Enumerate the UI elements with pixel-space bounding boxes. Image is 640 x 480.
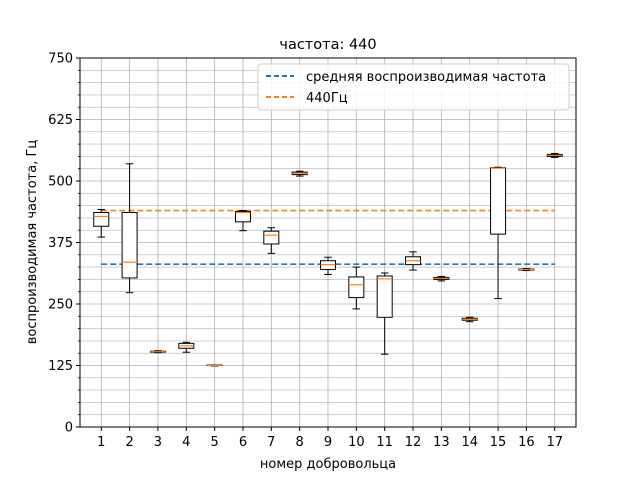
- box: [121, 211, 138, 279]
- box: [348, 276, 365, 299]
- box-plot: [206, 364, 223, 367]
- y-tick-label: 0: [65, 421, 73, 436]
- x-tick-label: 17: [546, 435, 563, 450]
- y-tick-label: 750: [48, 52, 73, 67]
- y-tick-label: 500: [48, 175, 73, 190]
- legend-box: [257, 63, 570, 111]
- x-tick-label: 7: [267, 435, 275, 450]
- x-tick-label: 13: [433, 435, 450, 450]
- y-tick-label: 125: [48, 359, 73, 374]
- y-tick-label: 250: [48, 298, 73, 313]
- x-tick-label: 12: [405, 435, 422, 450]
- legend-label-440: 440Гц: [306, 91, 348, 106]
- chart-title: частота: 440: [279, 37, 376, 53]
- box-plot: [433, 275, 450, 282]
- x-tick-label: 11: [376, 435, 393, 450]
- ticks: 1 2 3 4 5 6 7 8 9 10 11 12 13 14 15 16 17012525037550062…: [48, 52, 563, 451]
- y-tick-label: 375: [48, 236, 73, 251]
- box-plot: [149, 350, 166, 354]
- box-plot: [291, 170, 308, 177]
- x-tick-label: 3: [154, 435, 162, 450]
- box-plot: [348, 266, 365, 310]
- box-plot: [234, 210, 251, 232]
- x-tick-label: 1: [97, 435, 105, 450]
- x-tick-label: 8: [296, 435, 304, 450]
- box-plot: [518, 268, 535, 272]
- x-tick-label: 4: [182, 435, 190, 450]
- box: [234, 211, 251, 223]
- box: [93, 211, 110, 227]
- box-plot: [461, 316, 478, 323]
- legend-label-mean: средняя воспроизводимая частота: [306, 70, 546, 85]
- x-axis-label: номер добровольца: [260, 457, 396, 472]
- box: [263, 230, 280, 245]
- box-plot: [121, 163, 138, 294]
- x-tick-label: 16: [518, 435, 535, 450]
- x-tick-label: 6: [239, 435, 247, 450]
- box-plot: [93, 209, 110, 238]
- box-plot: [263, 227, 280, 254]
- x-tick-label: 14: [461, 435, 478, 450]
- x-tick-label: 2: [125, 435, 133, 450]
- box-plot: [546, 152, 563, 158]
- box: [376, 275, 393, 318]
- x-tick-label: 10: [348, 435, 365, 450]
- boxes: [93, 152, 563, 367]
- x-tick-label: 5: [210, 435, 218, 450]
- box-plot: [490, 166, 507, 300]
- box-plot: [405, 251, 422, 271]
- box: [490, 167, 507, 235]
- box-plot: [178, 341, 195, 353]
- x-tick-label: 15: [490, 435, 507, 450]
- y-tick-label: 625: [48, 113, 73, 128]
- legend: средняя воспроизводимая частота 440Гц: [257, 63, 570, 111]
- box-plot: [376, 272, 393, 355]
- x-tick-label: 9: [324, 435, 332, 450]
- y-axis-label: воспроизводимая частота, Гц: [25, 140, 40, 345]
- box-plot: [320, 256, 336, 275]
